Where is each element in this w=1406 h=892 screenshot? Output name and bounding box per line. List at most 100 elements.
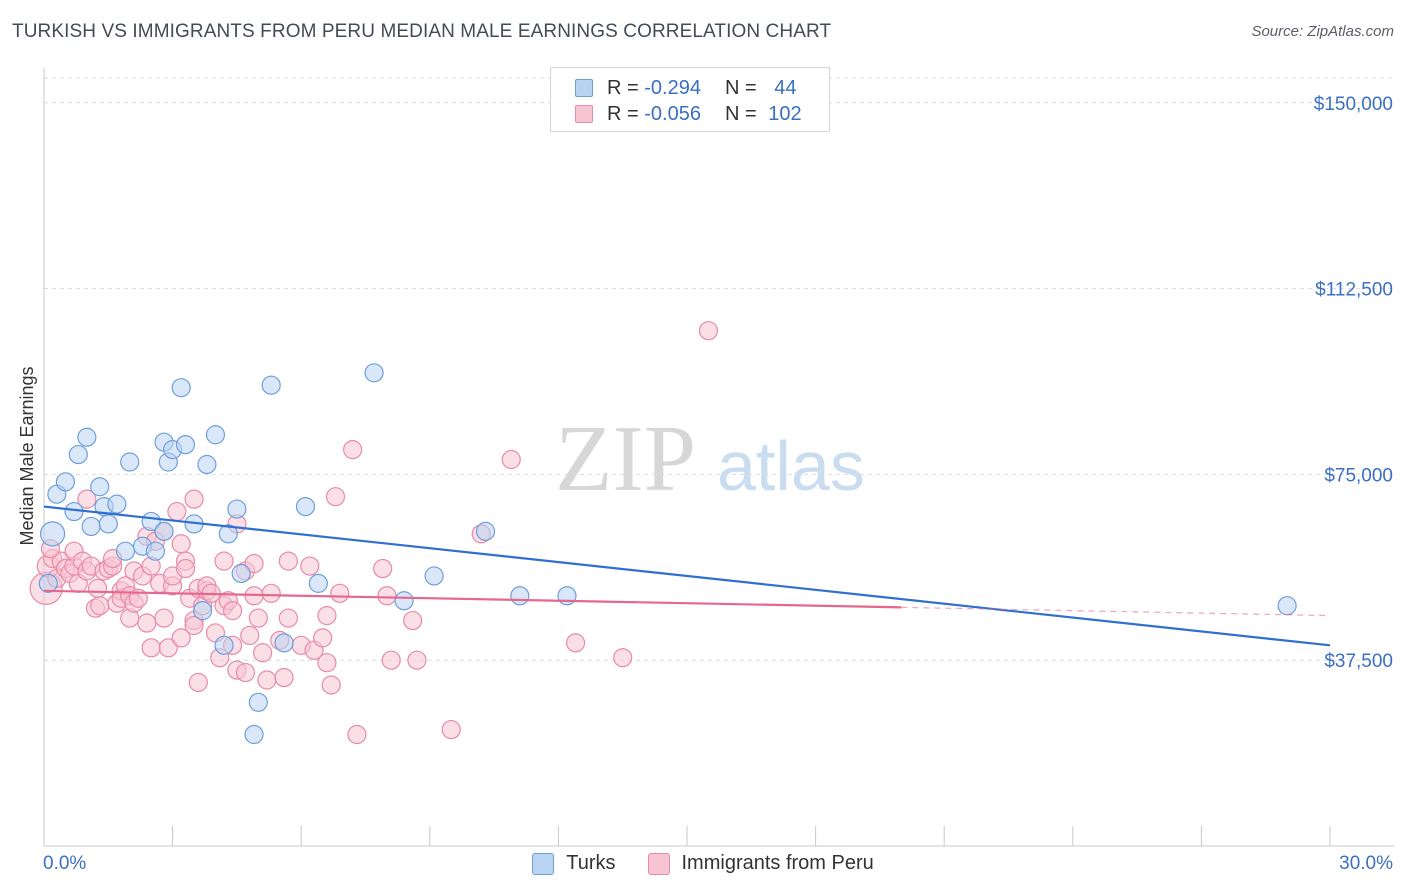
turks-point xyxy=(120,452,140,472)
turks-point xyxy=(175,435,196,455)
watermark: ZIP atlas xyxy=(555,407,865,511)
y-tick-label: $150,000 xyxy=(1314,94,1393,115)
legend-r-label: R = xyxy=(607,76,639,99)
turks-point xyxy=(274,633,294,653)
peru-point xyxy=(214,551,234,571)
peru-point xyxy=(441,719,461,740)
watermark-zip: ZIP xyxy=(555,407,696,511)
peru-point xyxy=(77,489,97,509)
turks-point xyxy=(77,427,97,447)
peru-point xyxy=(501,449,521,470)
turks-point xyxy=(394,591,414,611)
legend-item-peru[interactable]: Immigrants from Peru xyxy=(647,852,874,875)
legend-row-turks: R = -0.294 N = 44 xyxy=(575,75,797,101)
peru-point xyxy=(317,605,337,626)
y-axis-title: Median Male Earnings xyxy=(17,366,37,545)
peru-point xyxy=(317,653,337,673)
peru-point xyxy=(325,487,346,507)
x-tick-label-min: 0.0% xyxy=(43,853,86,874)
peru-point xyxy=(253,643,273,663)
turks-point xyxy=(261,375,281,395)
peru-point xyxy=(248,608,268,628)
peru-point xyxy=(223,601,243,621)
peru-point xyxy=(137,613,157,633)
turks-point xyxy=(308,573,328,593)
legend-r-label: R = xyxy=(607,102,639,125)
turks-point xyxy=(227,499,247,519)
peru-point xyxy=(698,321,719,341)
peru-swatch xyxy=(575,105,593,123)
y-tick-label: $37,500 xyxy=(1324,651,1393,672)
peru-point xyxy=(87,578,108,598)
peru-trendline-extension xyxy=(901,606,1331,617)
peru-point xyxy=(313,628,333,648)
legend-label-peru: Immigrants from Peru xyxy=(681,852,874,874)
turks-point xyxy=(197,454,217,475)
turks-point xyxy=(115,541,136,561)
peru-point xyxy=(184,615,204,636)
turks-point xyxy=(510,586,530,606)
watermark-atlas: atlas xyxy=(717,427,865,505)
peru-point xyxy=(244,553,264,574)
turks-point xyxy=(475,521,496,541)
turks-point xyxy=(214,635,234,655)
x-tick-label-max: 30.0% xyxy=(1339,853,1393,874)
turks-point xyxy=(55,472,76,492)
peru-point xyxy=(184,489,204,509)
peru-point xyxy=(377,586,397,606)
peru-point xyxy=(171,534,191,554)
turks-point xyxy=(424,566,444,586)
turks-point xyxy=(81,516,101,537)
turks-point xyxy=(38,573,58,593)
correlation-legend: R = -0.294 N = 44 R = -0.056 N = 102 xyxy=(550,67,830,132)
turks-point xyxy=(205,425,226,445)
legend-label-turks: Turks xyxy=(566,852,616,874)
peru-point xyxy=(347,724,367,745)
legend-n-label: N = xyxy=(725,76,757,99)
turks-trendline xyxy=(43,505,1331,647)
peru-point xyxy=(343,440,363,460)
turks-point xyxy=(295,496,316,517)
turks-point xyxy=(68,444,88,465)
peru-point xyxy=(90,596,110,616)
peru-point xyxy=(240,625,260,646)
peru-point xyxy=(257,670,277,690)
turks-point xyxy=(218,524,238,544)
peru-point xyxy=(330,583,350,603)
turks-point xyxy=(107,494,127,514)
legend-r-value-peru: -0.056 xyxy=(644,102,701,125)
peru-point xyxy=(175,558,196,579)
peru-point xyxy=(154,608,174,628)
peru-point xyxy=(158,638,178,658)
legend-row-peru: R = -0.056 N = 102 xyxy=(575,101,802,127)
peru-point xyxy=(300,556,320,576)
y-tick-label: $75,000 xyxy=(1324,465,1393,486)
y-tick-label: $112,500 xyxy=(1315,280,1393,301)
peru-point xyxy=(235,662,256,683)
peru-point xyxy=(261,583,281,603)
peru-point xyxy=(373,558,393,579)
turks-point xyxy=(193,601,213,621)
turks-point xyxy=(171,378,191,398)
turks-point xyxy=(1277,596,1297,616)
legend-n-value-peru: 102 xyxy=(768,102,802,125)
peru-point xyxy=(381,650,401,670)
source-label: Source: ZipAtlas.com xyxy=(1251,23,1394,40)
series-legend: Turks Immigrants from Peru xyxy=(0,852,1406,875)
peru-point xyxy=(407,650,427,670)
legend-n-label: N = xyxy=(725,102,757,125)
turks-point xyxy=(364,363,384,383)
legend-n-value-turks: 44 xyxy=(774,76,797,99)
peru-point xyxy=(565,633,586,653)
peru-point xyxy=(403,610,423,631)
peru-point xyxy=(278,551,298,571)
peru-point xyxy=(141,638,161,658)
turks-point xyxy=(39,521,66,547)
legend-item-turks[interactable]: Turks xyxy=(532,852,616,875)
peru-legend-swatch xyxy=(647,852,670,875)
peru-trendline xyxy=(43,589,902,609)
peru-point xyxy=(278,608,298,628)
turks-point xyxy=(231,563,251,584)
turks-point xyxy=(244,724,264,745)
